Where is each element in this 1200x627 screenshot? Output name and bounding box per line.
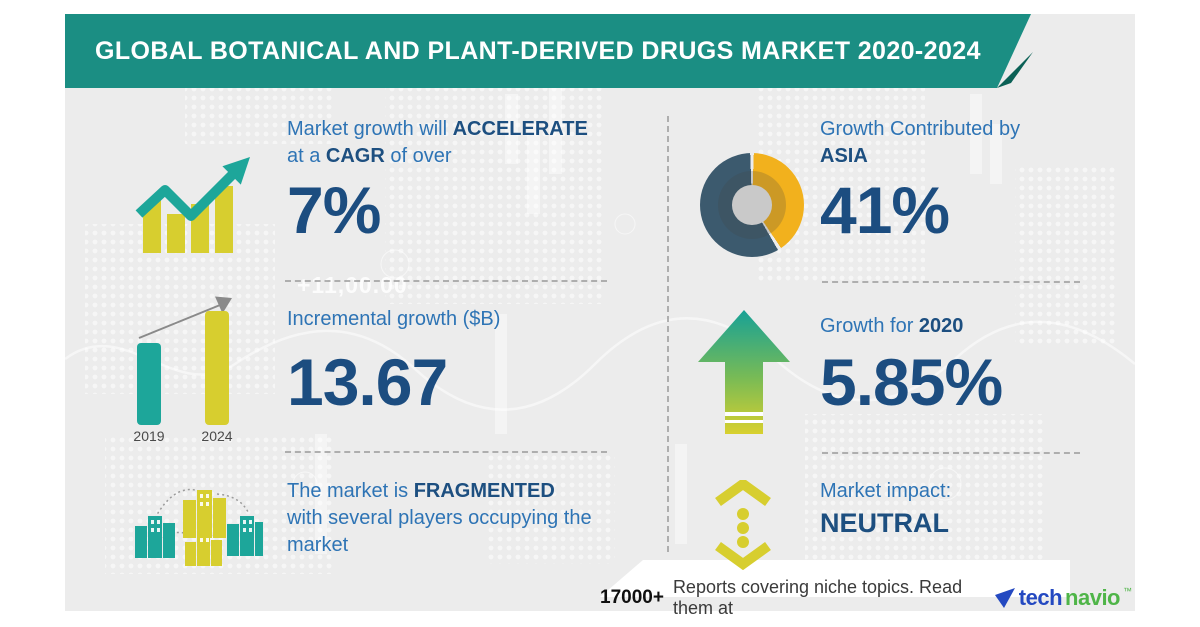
asia-contribution-value: 41% [820, 173, 950, 247]
year-label-right: 2024 [201, 428, 233, 444]
buildings-cluster-icon [135, 488, 263, 566]
background-watermark-text: +11,00.00 [297, 272, 408, 298]
horizontal-dashed-divider [822, 452, 1080, 454]
up-arrow-icon [698, 310, 790, 434]
footer-text: Reports covering niche topics. Read them… [672, 577, 963, 618]
technavio-logo[interactable]: tech navio ™ [994, 585, 1132, 611]
incremental-growth-value: 13.67 [287, 345, 448, 419]
technavio-logo-navio: navio [1065, 585, 1120, 610]
up-down-impact-icon [715, 480, 771, 570]
horizontal-dashed-divider [285, 280, 607, 282]
page-title: GLOBAL BOTANICAL AND PLANT-DERIVED DRUGS… [95, 36, 981, 65]
market-impact-label: Market impact: [820, 480, 952, 502]
footer-background-notch [600, 560, 1070, 597]
header-banner: GLOBAL BOTANICAL AND PLANT-DERIVED DRUGS… [65, 14, 1031, 88]
market-impact-value: NEUTRAL [820, 508, 949, 538]
growth-2020-label: Growth for 2020 [820, 315, 964, 337]
asia-contribution-label: Growth Contributed by ASIA [820, 118, 1021, 167]
technavio-logo-tech: tech [1018, 585, 1063, 610]
report-count: 17000+ [600, 587, 664, 608]
trademark-symbol: ™ [1123, 586, 1132, 596]
horizontal-dashed-divider [285, 451, 607, 453]
year-label-left: 2019 [133, 428, 165, 444]
footer: 17000+ Reports covering niche topics. Re… [600, 577, 1132, 618]
technavio-sail-icon [994, 588, 1015, 608]
cagr-value: 7% [287, 173, 381, 247]
growth-2020-value: 5.85% [820, 345, 1003, 419]
banner-fold-icon [997, 52, 1033, 88]
cagr-statement: Market growth will ACCELERATE at a CAGR … [287, 118, 588, 167]
vertical-dashed-divider [667, 116, 669, 552]
fragmentation-statement: The market is FRAGMENTED with several pl… [287, 480, 592, 556]
incremental-growth-label: Incremental growth ($B) [287, 308, 501, 330]
bar-comparison-icon [137, 296, 232, 425]
horizontal-dashed-divider [822, 281, 1080, 283]
donut-chart-icon [700, 153, 804, 257]
growth-chart-icon [135, 157, 250, 253]
